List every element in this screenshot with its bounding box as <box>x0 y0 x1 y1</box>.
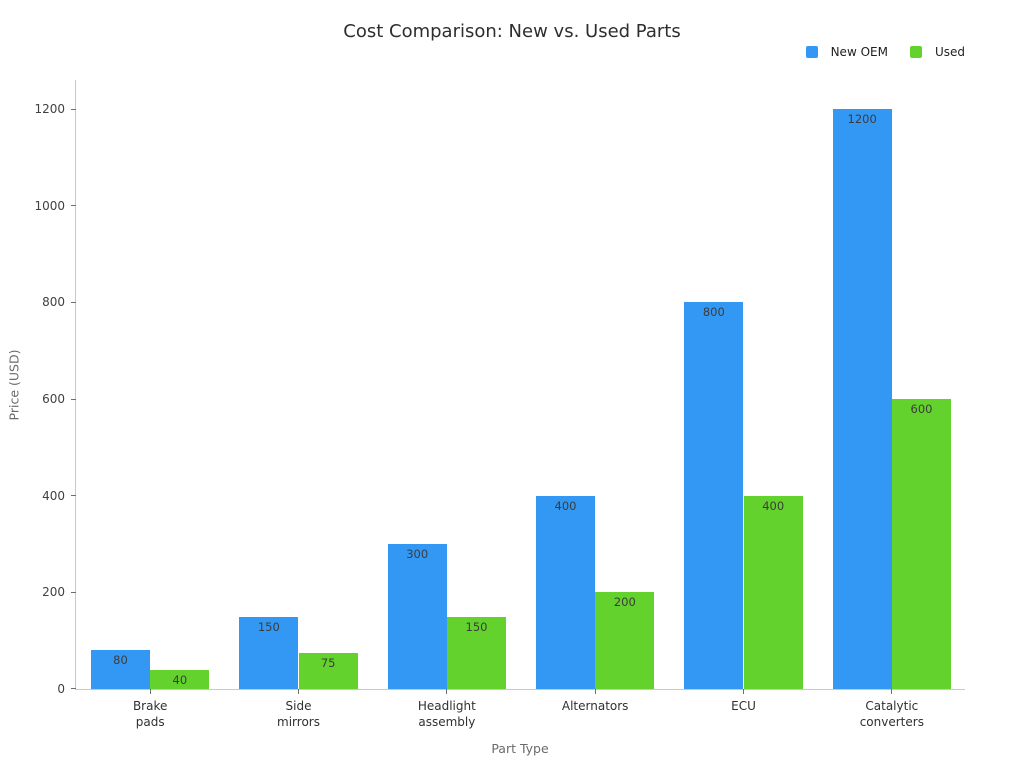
legend-swatch-new-oem-icon <box>805 46 818 58</box>
y-axis-title: Price (USD) <box>6 349 22 421</box>
x-category-label: Alternators <box>561 699 629 713</box>
bar-value-label: 200 <box>613 595 636 610</box>
y-tick-label: 800 <box>42 295 65 310</box>
y-tick-mark <box>71 688 76 689</box>
bar-value-label: 400 <box>762 498 785 513</box>
x-tick-mark <box>891 689 893 694</box>
x-tick-mark <box>298 689 299 694</box>
legend-swatch-used-icon <box>909 46 922 58</box>
plot-area: 0 200 400 600 800 1000 1200 Brake pads 80 40 Side … <box>34 80 965 729</box>
x-category-label: ECU <box>731 699 756 713</box>
y-tick-mark <box>71 108 76 110</box>
bar-new-oem: 300 <box>387 544 447 689</box>
y-tick-mark <box>71 205 76 207</box>
x-tick-mark <box>446 689 448 694</box>
bar-new-oem: 400 <box>535 495 596 689</box>
y-tick-label: 200 <box>42 585 65 600</box>
legend-label-used: Used <box>934 45 965 59</box>
chart-title: Cost Comparison: New vs. Used Parts <box>343 21 681 42</box>
x-category-label: Side mirrors <box>277 699 320 729</box>
y-tick-label: 400 <box>42 488 65 503</box>
bar-used: 400 <box>743 495 803 689</box>
x-category-label: Headlight assembly <box>417 699 476 729</box>
bar-used: 150 <box>446 616 507 689</box>
y-tick-label: 1000 <box>34 198 65 213</box>
x-tick-mark <box>743 689 744 694</box>
bar-used: 600 <box>891 399 952 689</box>
x-axis-title: Part Type <box>491 741 549 756</box>
bar-used: 40 <box>150 669 210 689</box>
y-tick-mark <box>71 495 76 497</box>
legend: New OEM Used <box>805 45 965 59</box>
bar-value-label: 400 <box>554 498 577 513</box>
x-category-label: Catalytic converters <box>859 699 924 729</box>
bar-value-label: 75 <box>320 655 336 670</box>
bar-new-oem: 1200 <box>832 109 892 689</box>
y-tick-mark <box>71 301 76 303</box>
y-tick-label: 1200 <box>34 102 65 116</box>
bar-new-oem: 150 <box>239 616 299 689</box>
bar-value-label: 600 <box>910 402 933 416</box>
bar-value-label: 800 <box>702 305 725 320</box>
legend-label-new-oem: New OEM <box>830 45 888 59</box>
bar-value-label: 1200 <box>847 112 877 126</box>
x-tick-mark <box>149 689 151 694</box>
y-tick-mark <box>71 398 76 400</box>
bar-value-label: 150 <box>257 619 280 634</box>
bar-value-label: 80 <box>113 653 128 668</box>
legend-item-used: Used <box>909 45 965 59</box>
bar-value-label: 40 <box>172 672 188 687</box>
x-tick-mark <box>594 689 596 694</box>
x-category-label: Brake pads <box>132 699 168 729</box>
bar-new-oem: 800 <box>684 302 744 689</box>
bar-value-label: 150 <box>465 619 488 634</box>
bar-used: 75 <box>298 652 358 689</box>
y-tick-label: 600 <box>42 392 65 406</box>
bar-value-label: 300 <box>406 547 429 561</box>
bar-used: 200 <box>595 592 655 689</box>
y-tick-label: 0 <box>57 682 65 696</box>
y-tick-mark <box>71 591 76 593</box>
bar-new-oem: 80 <box>90 650 151 689</box>
legend-item-new-oem: New OEM <box>805 45 888 59</box>
